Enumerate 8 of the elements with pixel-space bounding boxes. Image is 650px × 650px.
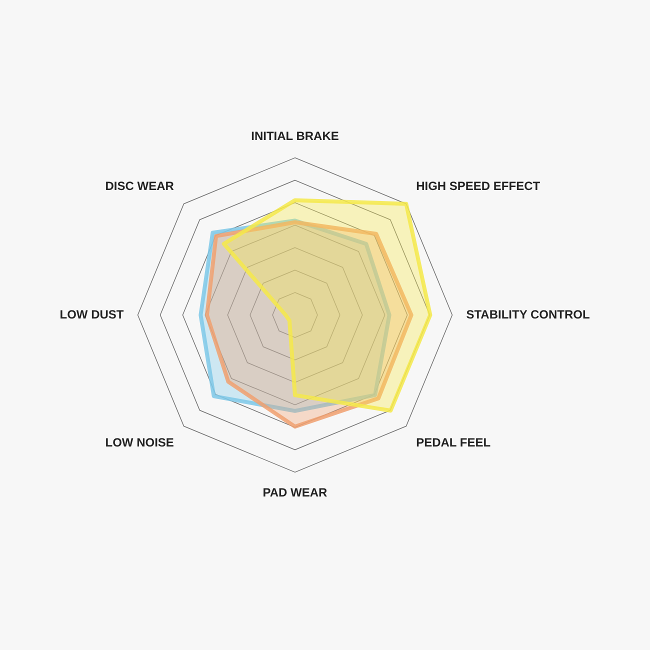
- spoke-label: PAD WEAR: [262, 486, 328, 500]
- spoke-label: PEDAL FEEL: [416, 436, 491, 450]
- spoke-label: LOW NOISE: [105, 436, 174, 450]
- spoke-label: HIGH SPEED EFFECT: [416, 179, 541, 194]
- spoke-label: DISC WEAR: [105, 179, 174, 194]
- spoke-label: STABILITY CONTROL: [466, 307, 590, 322]
- spoke-label: LOW DUST: [60, 307, 124, 322]
- spoke-label: INITIAL BRAKE: [251, 128, 339, 143]
